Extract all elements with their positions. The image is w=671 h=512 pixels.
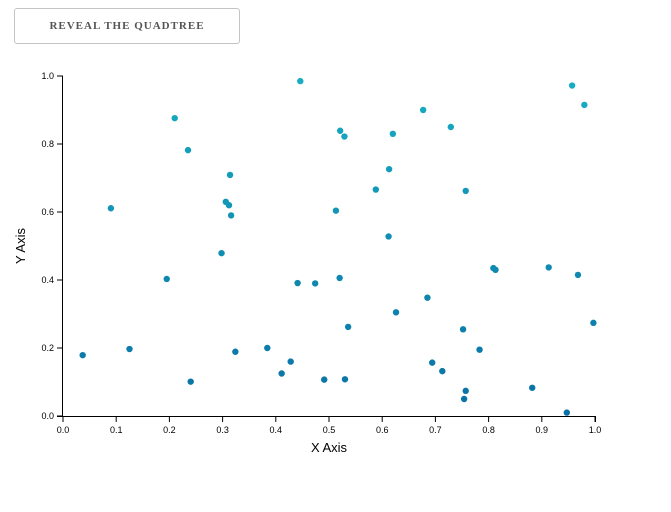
data-point (184, 146, 192, 154)
chart-points (79, 77, 597, 416)
data-point (79, 351, 86, 359)
data-point (590, 319, 597, 327)
data-point (321, 376, 328, 383)
x-tick-label: 0.1 (110, 425, 123, 435)
data-point (439, 367, 446, 375)
x-tick-label: 0.3 (216, 425, 229, 435)
data-point (529, 384, 536, 391)
data-point (574, 271, 582, 279)
data-point (581, 101, 588, 109)
x-tick-label: 0.0 (57, 425, 70, 435)
data-point (545, 264, 552, 271)
data-point (232, 348, 239, 355)
data-point (171, 114, 178, 122)
data-point (227, 212, 235, 219)
data-point (492, 266, 499, 273)
data-point (341, 376, 349, 383)
data-point (311, 280, 319, 287)
data-point (287, 358, 294, 365)
data-point (568, 82, 576, 89)
data-point (372, 186, 380, 193)
data-point (336, 127, 344, 134)
data-point (344, 323, 352, 331)
data-point (424, 294, 431, 301)
data-point (447, 123, 455, 131)
data-point (294, 279, 301, 287)
reveal-quadtree-button[interactable]: REVEAL THE QUADTREE (14, 8, 240, 44)
y-axis-line (57, 75, 63, 417)
y-tick-label: 0.6 (41, 207, 54, 217)
data-point (226, 171, 234, 179)
data-point (460, 395, 468, 403)
y-tick-label: 1.0 (41, 71, 54, 81)
x-tick-label: 0.9 (536, 425, 549, 435)
data-point (419, 106, 427, 114)
y-tick-label: 0.8 (41, 139, 54, 149)
data-point (341, 133, 348, 140)
x-tick-label: 0.5 (323, 425, 336, 435)
data-point (278, 370, 285, 377)
y-tick-label: 0.2 (41, 343, 54, 353)
data-point (476, 346, 483, 353)
x-tick-label: 1.0 (589, 425, 602, 435)
data-point (264, 344, 271, 352)
y-axis-title: Y Axis (13, 228, 28, 264)
data-point (107, 205, 115, 212)
data-point (332, 207, 340, 214)
data-point (218, 249, 225, 257)
data-point (462, 187, 469, 195)
x-tick-label: 0.7 (429, 425, 442, 435)
data-point (385, 233, 392, 240)
x-tick-label: 0.8 (482, 425, 495, 435)
x-axis-title: X Axis (311, 440, 348, 455)
data-point (429, 359, 436, 366)
chart-axes: 0.0 0.1 0.2 0.3 0.4 0.5 0.6 0.7 0.8 0.9 1.0 0.0 0.2 0… (41, 71, 601, 435)
data-point (389, 130, 397, 137)
data-point (459, 326, 467, 333)
x-tick-label: 0.2 (163, 425, 176, 435)
data-point (462, 387, 469, 395)
x-tick-label: 0.4 (270, 425, 283, 435)
data-point (563, 409, 571, 416)
y-tick-label: 0.4 (41, 275, 54, 285)
data-point (163, 275, 170, 283)
data-point (187, 378, 194, 385)
data-point (225, 202, 233, 209)
data-point (297, 77, 304, 85)
data-point (126, 345, 133, 353)
data-point (385, 165, 393, 173)
y-tick-label: 0.0 (41, 411, 54, 421)
data-point (336, 274, 343, 282)
data-point (392, 309, 400, 316)
x-tick-label: 0.6 (376, 425, 389, 435)
